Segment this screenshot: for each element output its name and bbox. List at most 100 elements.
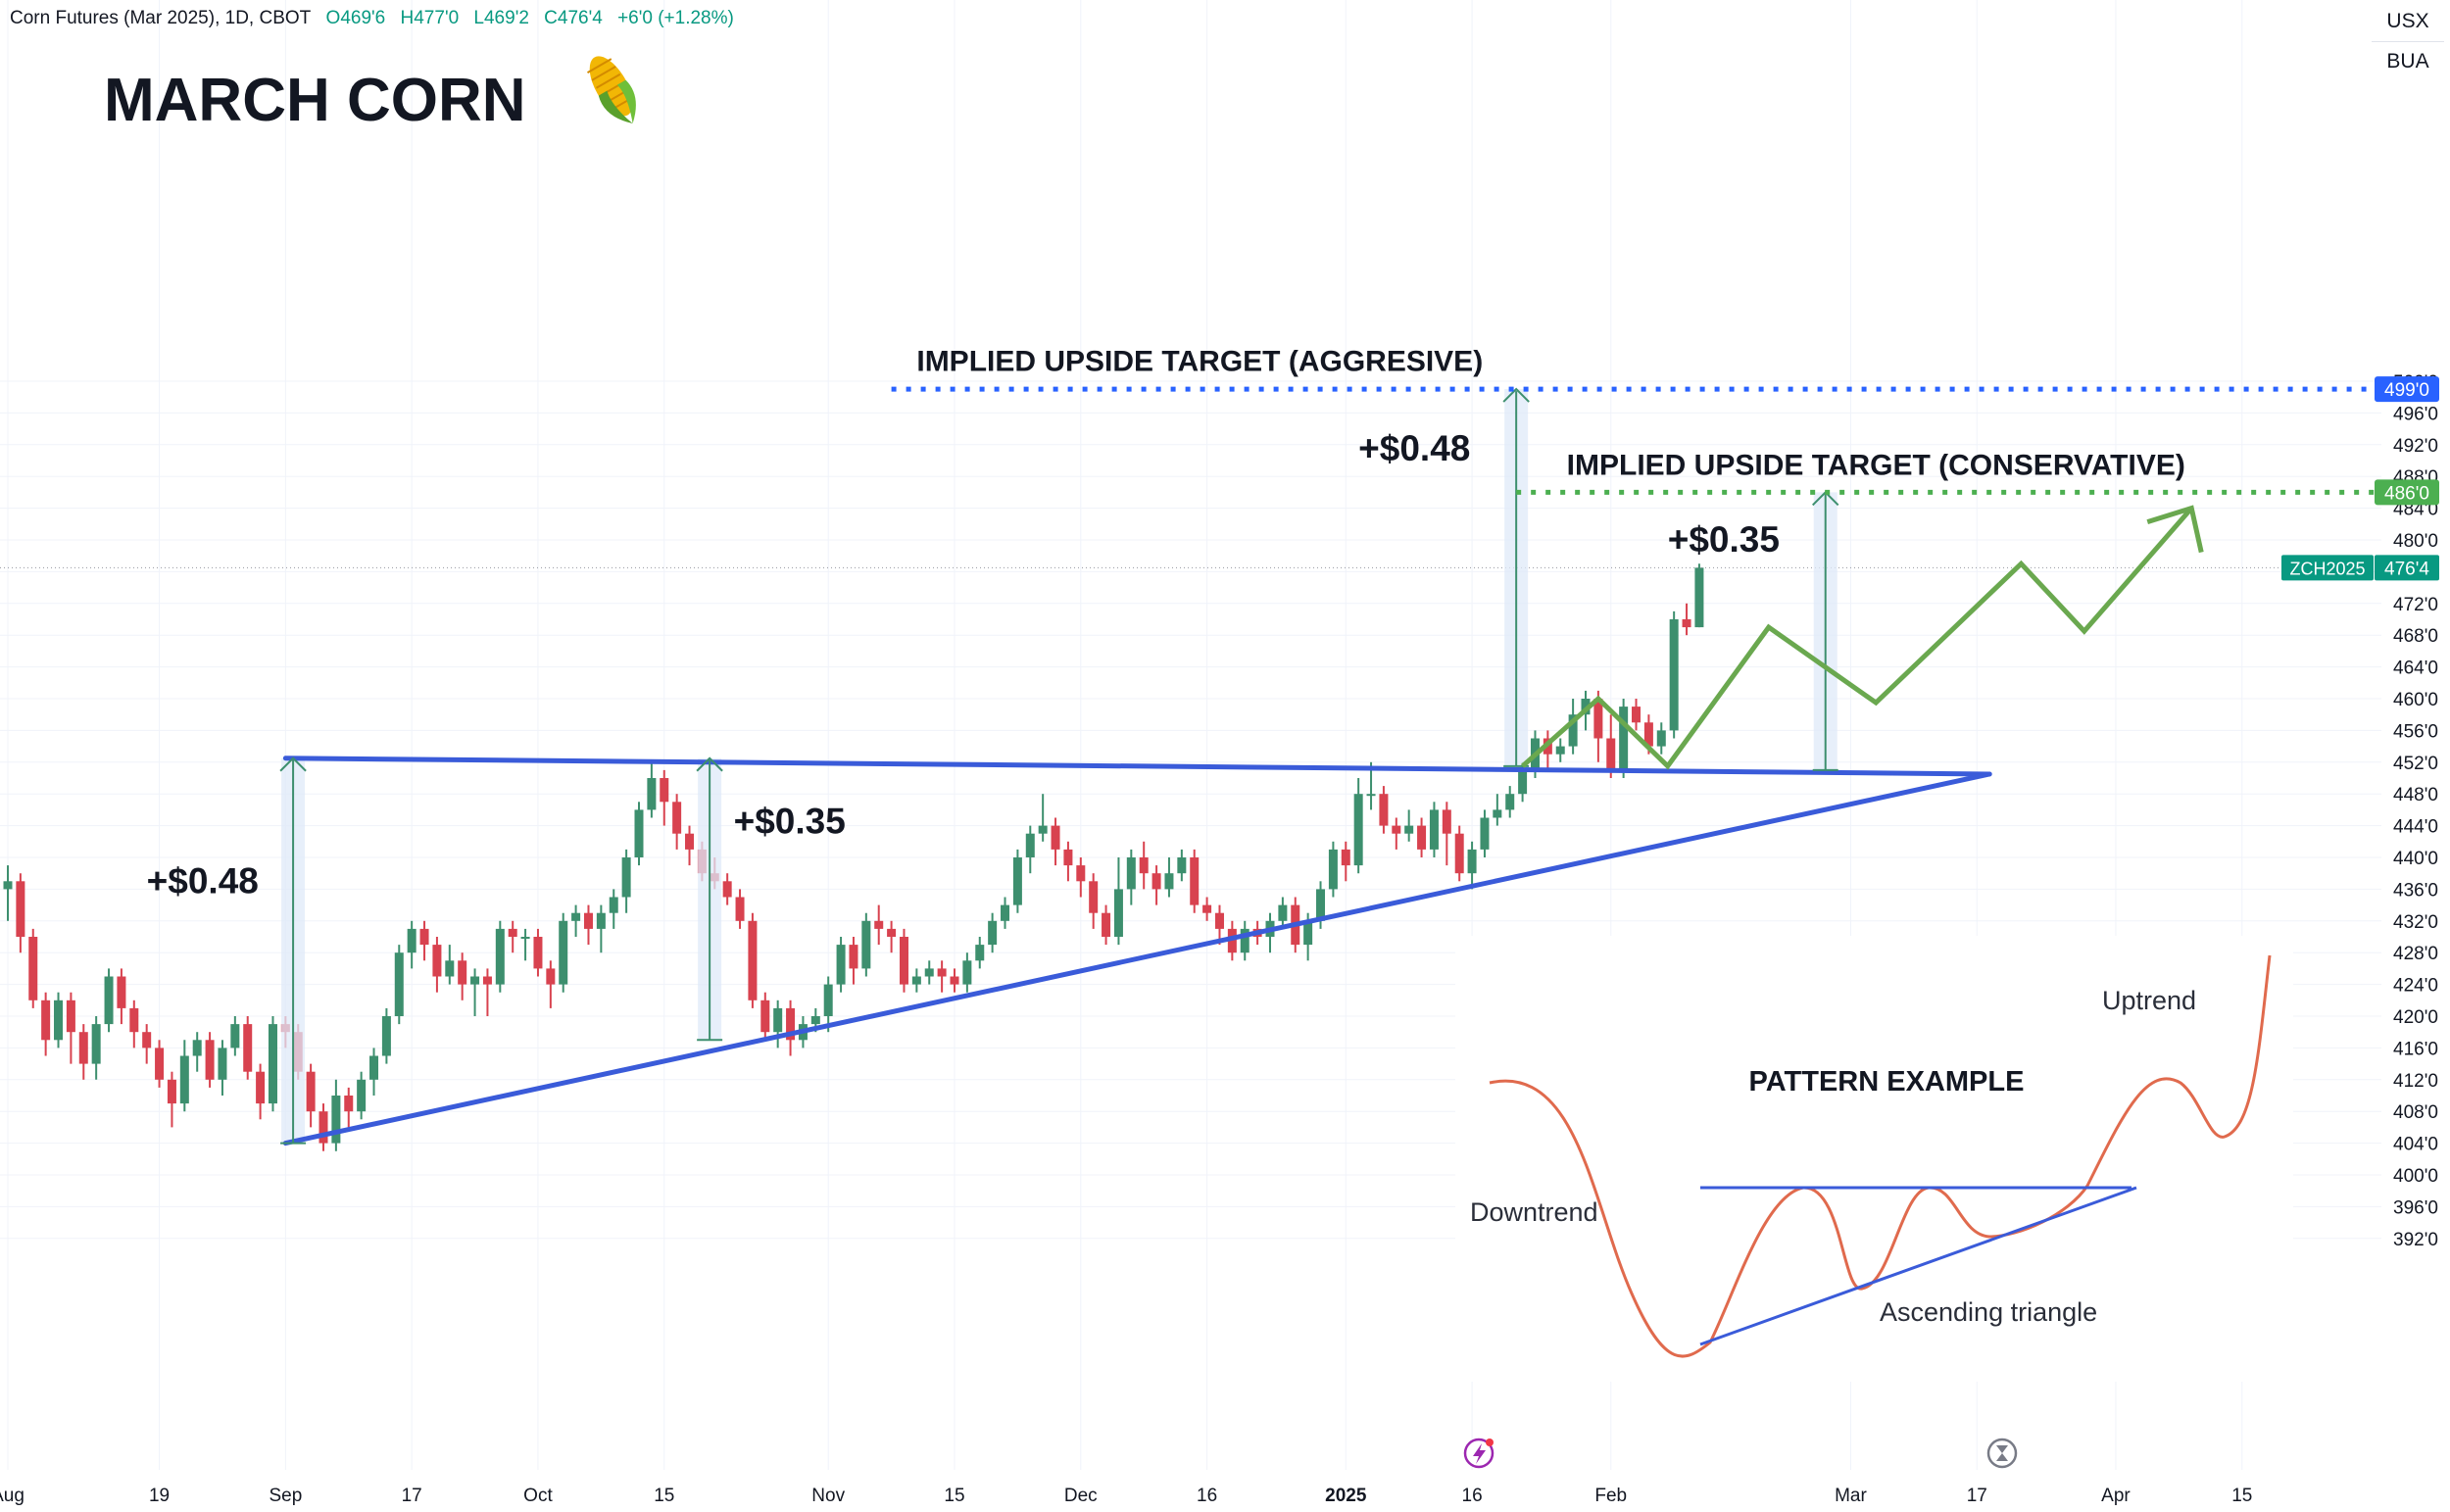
- measured-move-label: +$0.35: [1668, 519, 1780, 560]
- candle-body: [672, 802, 682, 834]
- currency-usx[interactable]: USX: [2386, 10, 2429, 32]
- corn-husk: [616, 79, 636, 124]
- candle-body: [1190, 857, 1200, 905]
- candle-body: [1656, 730, 1666, 747]
- pattern-support-line: [1699, 1186, 2137, 1346]
- candle-body: [887, 928, 897, 937]
- candle-body: [1429, 809, 1439, 850]
- candle-body: [546, 968, 556, 985]
- price-tick-label: 396'0: [2393, 1197, 2438, 1218]
- candle-body: [1467, 849, 1477, 874]
- candle-body: [899, 937, 908, 985]
- open-value: O469'6: [325, 8, 386, 28]
- high-value: H477'0: [400, 8, 460, 28]
- candle-body: [104, 976, 114, 1025]
- candle-body: [268, 1024, 277, 1104]
- candle-body: [1632, 707, 1642, 723]
- price-tick-label: 448'0: [2393, 785, 2438, 805]
- candle-body: [1240, 928, 1250, 953]
- candle-body: [1643, 722, 1653, 747]
- change-value: +6'0 (+1.28%): [617, 8, 734, 28]
- candle-body: [1454, 833, 1464, 874]
- corn-kernels: [587, 58, 612, 73]
- time-tick-label: 15: [654, 1486, 674, 1506]
- price-tick-label: 404'0: [2393, 1135, 2438, 1155]
- corn-kernels: [596, 73, 621, 89]
- candle-body: [1001, 904, 1010, 921]
- candle-body: [1442, 809, 1451, 834]
- target-label: IMPLIED UPSIDE TARGET (CONSERVATIVE): [1567, 450, 2185, 482]
- price-tick-label: 464'0: [2393, 658, 2438, 679]
- candle-body: [836, 945, 846, 985]
- candle-body: [331, 1096, 341, 1144]
- candle-body: [1126, 857, 1136, 890]
- time-tick-label: Feb: [1594, 1486, 1627, 1506]
- projection-arrowhead: [2146, 505, 2204, 554]
- candle-body: [748, 920, 758, 1000]
- candle-body: [1227, 928, 1237, 953]
- candle-body: [810, 1016, 820, 1025]
- candle-body: [357, 1079, 367, 1112]
- candle-body: [16, 881, 25, 937]
- time-tick-label: 16: [1197, 1486, 1217, 1506]
- price-tick-label: 432'0: [2393, 912, 2438, 933]
- candle-body: [1581, 699, 1591, 715]
- currency-bua[interactable]: BUA: [2372, 41, 2444, 81]
- candle-body: [583, 912, 593, 929]
- candle-body: [91, 1024, 101, 1064]
- price-tick-label: 444'0: [2393, 817, 2438, 838]
- candle-body: [1164, 873, 1174, 890]
- price-tick-label: 412'0: [2393, 1071, 2438, 1092]
- time-tick-label: 17: [1967, 1486, 1987, 1506]
- candle-body: [243, 1024, 253, 1072]
- currency-unit-box[interactable]: USX BUA: [2372, 2, 2444, 81]
- candle-body: [470, 976, 480, 985]
- candle-body: [786, 1007, 796, 1041]
- time-tick-label: 2025: [1325, 1486, 1367, 1506]
- candle-body: [520, 937, 530, 939]
- candle-body: [1012, 857, 1022, 905]
- candle-body: [596, 912, 606, 929]
- candle-body: [445, 960, 455, 977]
- price-tick-label: 456'0: [2393, 721, 2438, 742]
- pattern-label-uptrend: Uptrend: [2102, 986, 2196, 1015]
- candle-body: [458, 960, 467, 985]
- candle-body: [571, 912, 581, 921]
- candle-body: [735, 897, 745, 921]
- low-value: L469'2: [473, 8, 529, 28]
- hourglass-shape: [1996, 1445, 2008, 1461]
- time-tick-label: Aug: [0, 1486, 24, 1506]
- candle-body: [1025, 833, 1035, 857]
- price-tick-label: 492'0: [2393, 436, 2438, 457]
- corn-icon: [587, 56, 636, 124]
- pattern-price-curve: [1489, 954, 2272, 1358]
- candle-body: [306, 1071, 316, 1112]
- pattern-label-downtrend: Downtrend: [1470, 1197, 1598, 1227]
- price-label-box: [2375, 479, 2439, 506]
- candle-body: [1480, 817, 1490, 850]
- price-label-box: [2375, 376, 2439, 403]
- candle-body: [647, 778, 657, 810]
- candle-body: [937, 968, 947, 977]
- last-price-text: 476'4: [2384, 559, 2429, 579]
- price-tick-label: 480'0: [2393, 531, 2438, 552]
- candle-body: [142, 1032, 152, 1049]
- candle-body: [167, 1079, 176, 1104]
- candle-body: [419, 928, 429, 946]
- candle-body: [230, 1024, 240, 1049]
- price-tick-label: 416'0: [2393, 1039, 2438, 1059]
- measured-move-arrowhead: [696, 756, 723, 772]
- candle-body: [192, 1040, 202, 1056]
- candle-body: [773, 1007, 783, 1033]
- candle-body: [722, 881, 732, 898]
- candle-body: [369, 1055, 379, 1080]
- candle-body: [394, 952, 404, 1016]
- candle-body: [1113, 889, 1123, 937]
- symbol-title[interactable]: Corn Futures (Mar 2025), 1D, CBOT: [10, 8, 312, 28]
- candle-body: [155, 1048, 165, 1080]
- price-tick-label: 460'0: [2393, 690, 2438, 710]
- price-tick-label: 468'0: [2393, 626, 2438, 647]
- candle-body: [1606, 738, 1616, 770]
